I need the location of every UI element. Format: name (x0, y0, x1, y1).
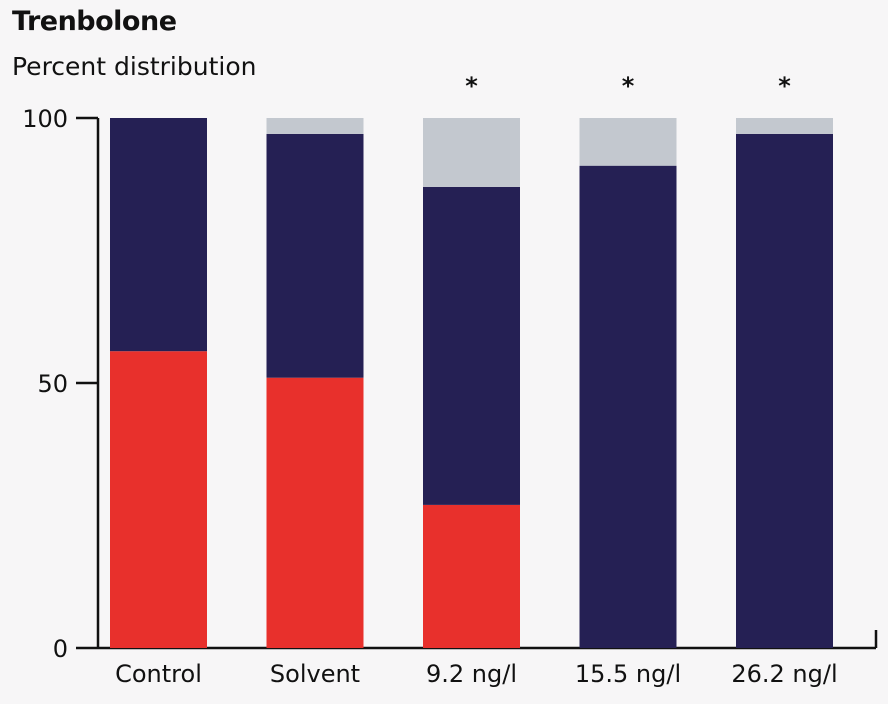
significance-mark-3: * (622, 72, 635, 100)
bar-2-segment-1 (423, 186, 520, 505)
bar-2-segment-2 (423, 118, 520, 187)
x-tick-label-0: Control (115, 660, 202, 688)
chart-title: Trenbolone (12, 6, 177, 37)
bars (110, 118, 833, 648)
x-tick-label-4: 26.2 ng/l (731, 660, 837, 688)
x-tick-label-1: Solvent (270, 660, 360, 688)
bar-0-segment-1 (110, 118, 207, 352)
bar-3-segment-2 (579, 118, 677, 166)
significance-mark-2: * (465, 72, 478, 100)
y-tick-label-50: 50 (37, 370, 68, 398)
y-tick-label-0: 0 (53, 635, 68, 663)
bar-4-segment-1 (736, 133, 833, 648)
bar-4-segment-2 (736, 118, 833, 134)
significance-mark-4: * (778, 72, 791, 100)
labels: 0 50 100 Control Solvent 9.2 ng/l * 15.5 ng/l * 2… (22, 72, 837, 688)
bar-1-segment-0 (266, 377, 364, 648)
bar-1-segment-1 (266, 133, 364, 378)
y-tick-label-100: 100 (22, 105, 68, 133)
bar-2-segment-0 (423, 504, 520, 648)
bar-1-segment-2 (266, 118, 364, 134)
bar-0-segment-0 (110, 351, 207, 648)
x-tick-label-2: 9.2 ng/l (426, 660, 517, 688)
x-tick-label-3: 15.5 ng/l (575, 660, 681, 688)
bar-3-segment-1 (579, 165, 677, 648)
chart-subtitle: Percent distribution (12, 52, 257, 81)
